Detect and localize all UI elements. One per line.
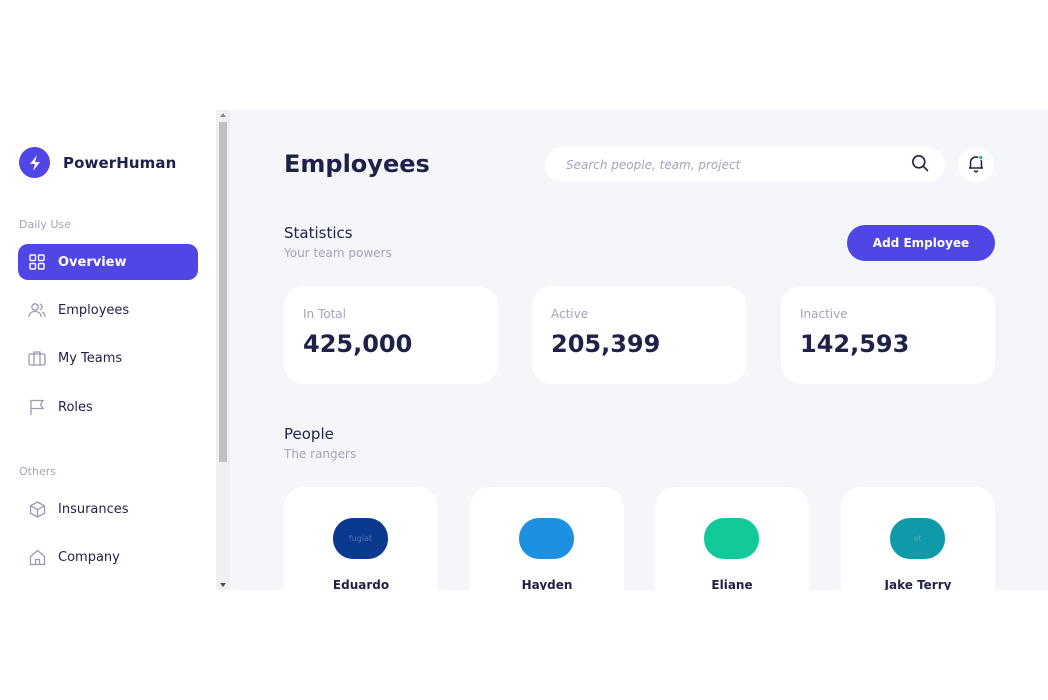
stat-label: In Total (303, 307, 346, 321)
stat-label: Inactive (800, 307, 848, 321)
statistics-title: Statistics (284, 224, 353, 242)
scroll-down-arrow-icon[interactable] (216, 580, 230, 590)
person-card-jake-terry[interactable]: et Jake Terry (841, 487, 995, 590)
sidebar-item-employees[interactable]: Employees (18, 292, 198, 328)
person-name: Eduardo (332, 578, 390, 590)
flag-icon (28, 398, 46, 416)
sidebar-item-label: Overview (58, 254, 127, 270)
person-card-eduardo[interactable]: fugiat Eduardo (284, 487, 438, 590)
app-window: PowerHuman Daily Use Overview Employees (0, 110, 1048, 590)
scrollbar-thumb[interactable] (219, 122, 227, 462)
stat-label: Active (551, 307, 589, 321)
stat-value: 142,593 (800, 330, 910, 358)
person-name: Eliane (711, 578, 753, 590)
person-card-eliane[interactable]: sunt Eliane (655, 487, 809, 590)
sidebar-item-roles[interactable]: Roles (18, 389, 198, 425)
sidebar-item-overview[interactable]: Overview (18, 244, 198, 280)
sidebar-item-label: Insurances (58, 501, 129, 517)
person-name: Jake Terry (884, 578, 952, 590)
person-card-hayden[interactable]: sunt Hayden (470, 487, 624, 590)
briefcase-icon (28, 349, 46, 367)
sidebar-item-company[interactable]: Company (18, 539, 198, 575)
sidebar-item-insurances[interactable]: Insurances (18, 491, 198, 527)
stat-card-active: Active 205,399 (532, 286, 746, 384)
person-name: Hayden (521, 578, 573, 590)
bell-icon (967, 154, 985, 177)
sidebar-item-label: Roles (58, 399, 93, 415)
stat-card-inactive: Inactive 142,593 (781, 286, 995, 384)
scroll-up-arrow-icon[interactable] (216, 110, 230, 120)
sidebar-scrollbar[interactable] (216, 110, 230, 590)
search-input[interactable] (564, 156, 911, 173)
notification-button[interactable] (958, 147, 994, 183)
sidebar: PowerHuman Daily Use Overview Employees (0, 110, 216, 590)
stat-value: 205,399 (551, 330, 661, 358)
sidebar-item-label: Employees (58, 302, 130, 318)
brand-name: PowerHuman (63, 153, 177, 172)
section-label-others: Others (19, 465, 56, 478)
search-icon[interactable] (911, 154, 929, 176)
search-bar[interactable] (545, 147, 945, 182)
statistics-subtitle: Your team powers (284, 246, 392, 260)
avatar: sunt (704, 518, 759, 559)
section-label-daily-use: Daily Use (19, 218, 71, 231)
brand[interactable]: PowerHuman (19, 147, 176, 178)
stat-value: 425,000 (303, 330, 413, 358)
avatar: et (890, 518, 945, 559)
people-title: People (284, 425, 334, 443)
grid-icon (28, 253, 46, 271)
users-icon (28, 301, 46, 319)
box-icon (28, 500, 46, 518)
sidebar-item-label: My Teams (58, 350, 123, 366)
stat-card-total: In Total 425,000 (284, 286, 498, 384)
avatar: sunt (519, 518, 574, 559)
sidebar-item-my-teams[interactable]: My Teams (18, 340, 198, 376)
avatar: fugiat (333, 518, 388, 559)
lightning-icon (19, 147, 50, 178)
people-subtitle: The rangers (284, 447, 357, 461)
home-icon (28, 548, 46, 566)
add-employee-button[interactable]: Add Employee (847, 225, 995, 261)
sidebar-item-label: Company (58, 549, 120, 565)
page-title: Employees (284, 150, 430, 178)
